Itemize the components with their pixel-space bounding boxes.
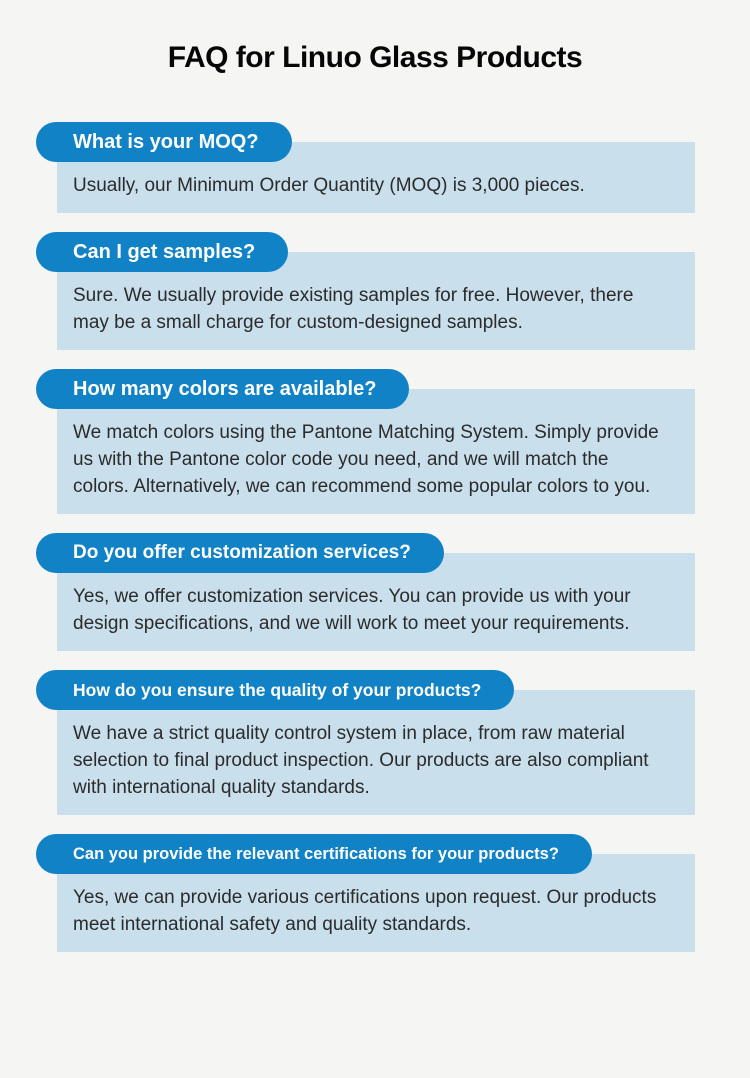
question-pill: How do you ensure the quality of your pr… bbox=[36, 670, 515, 710]
question-label: Can you provide the relevant certificati… bbox=[73, 845, 559, 863]
faq-item: Do you offer customization services? Yes… bbox=[36, 533, 695, 651]
page-title: FAQ for Linuo Glass Products bbox=[167, 41, 583, 74]
answer-text: We have a strict quality control system … bbox=[73, 723, 649, 798]
question-label: Do you offer customization services? bbox=[73, 542, 411, 563]
answer-text: Usually, our Minimum Order Quantity (MOQ… bbox=[73, 175, 585, 196]
question-label: How do you ensure the quality of your pr… bbox=[73, 680, 482, 700]
question-label: How many colors are available? bbox=[73, 378, 377, 400]
question-label: What is your MOQ? bbox=[73, 131, 259, 153]
answer-box: We match colors using the Pantone Matchi… bbox=[57, 389, 695, 514]
question-pill: Do you offer customization services? bbox=[36, 533, 444, 573]
answer-box: Usually, our Minimum Order Quantity (MOQ… bbox=[57, 142, 695, 213]
faq-item: Can you provide the relevant certificati… bbox=[36, 834, 695, 952]
faq-list: What is your MOQ? Usually, our Minimum O… bbox=[0, 75, 750, 952]
faq-item: What is your MOQ? Usually, our Minimum O… bbox=[36, 122, 695, 213]
answer-box: We have a strict quality control system … bbox=[57, 690, 695, 815]
question-pill: Can I get samples? bbox=[36, 232, 289, 272]
question-label: Can I get samples? bbox=[73, 241, 256, 263]
question-pill: How many colors are available? bbox=[36, 369, 410, 409]
question-pill: What is your MOQ? bbox=[36, 122, 292, 162]
answer-text: Yes, we can provide various certificatio… bbox=[73, 887, 657, 935]
faq-item: Can I get samples? Sure. We usually prov… bbox=[36, 232, 695, 350]
faq-item: How many colors are available? We match … bbox=[36, 369, 695, 514]
answer-text: Sure. We usually provide existing sample… bbox=[73, 285, 634, 333]
answer-text: Yes, we offer customization services. Yo… bbox=[73, 586, 631, 634]
answer-text: We match colors using the Pantone Matchi… bbox=[73, 422, 659, 497]
faq-item: How do you ensure the quality of your pr… bbox=[36, 670, 695, 815]
question-pill: Can you provide the relevant certificati… bbox=[36, 834, 592, 874]
